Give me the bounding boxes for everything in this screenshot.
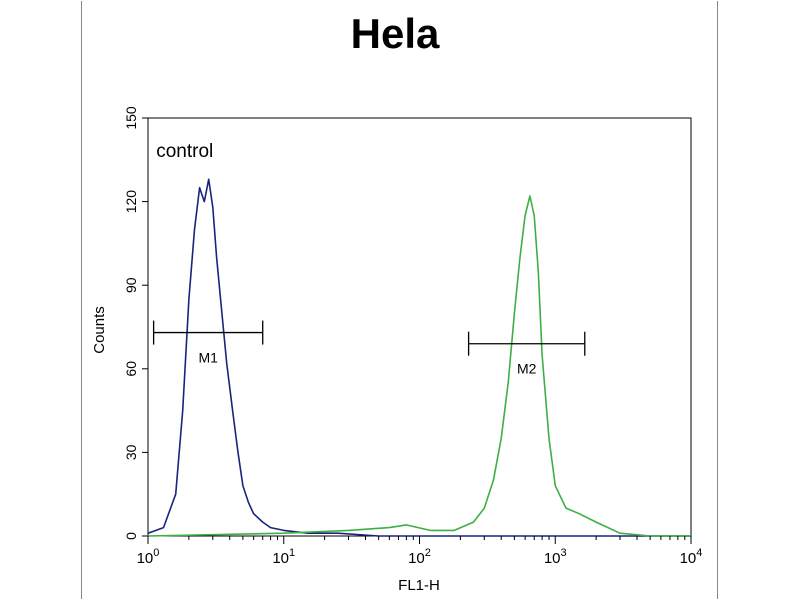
chart-title: Hela [351,10,440,57]
sample-2-histogram-line [147,195,691,537]
y-tick-label: 150 [123,106,139,130]
y-axis-label: Counts [91,306,108,354]
y-axis: 0 30 60 90 120 150 [123,106,148,540]
y-tick-label: 120 [123,190,139,214]
x-axis-label: FL1-H [398,577,440,594]
x-tick-label: 103 [544,547,567,567]
marker-layer: M1 M2 [152,320,586,377]
m1-gate-label: M1 [198,350,218,366]
x-tick-label: 101 [272,547,295,567]
y-tick-label: 30 [123,444,139,460]
series-layer [147,178,691,537]
y-tick-label: 0 [123,532,139,540]
x-tick-label: 100 [137,547,160,567]
control-annotation: control [156,141,213,162]
x-tick-label: 102 [408,547,431,567]
control-histogram-line [147,178,691,537]
y-tick-label: 90 [123,277,139,293]
annotation-layer: control [156,141,213,162]
plot-area [147,117,692,537]
x-axis: 100 101 102 103 104 [137,536,703,567]
y-tick-label: 60 [123,361,139,377]
x-tick-label: 104 [680,547,703,567]
m2-gate-label: M2 [517,361,537,377]
figure-frame [81,1,718,599]
